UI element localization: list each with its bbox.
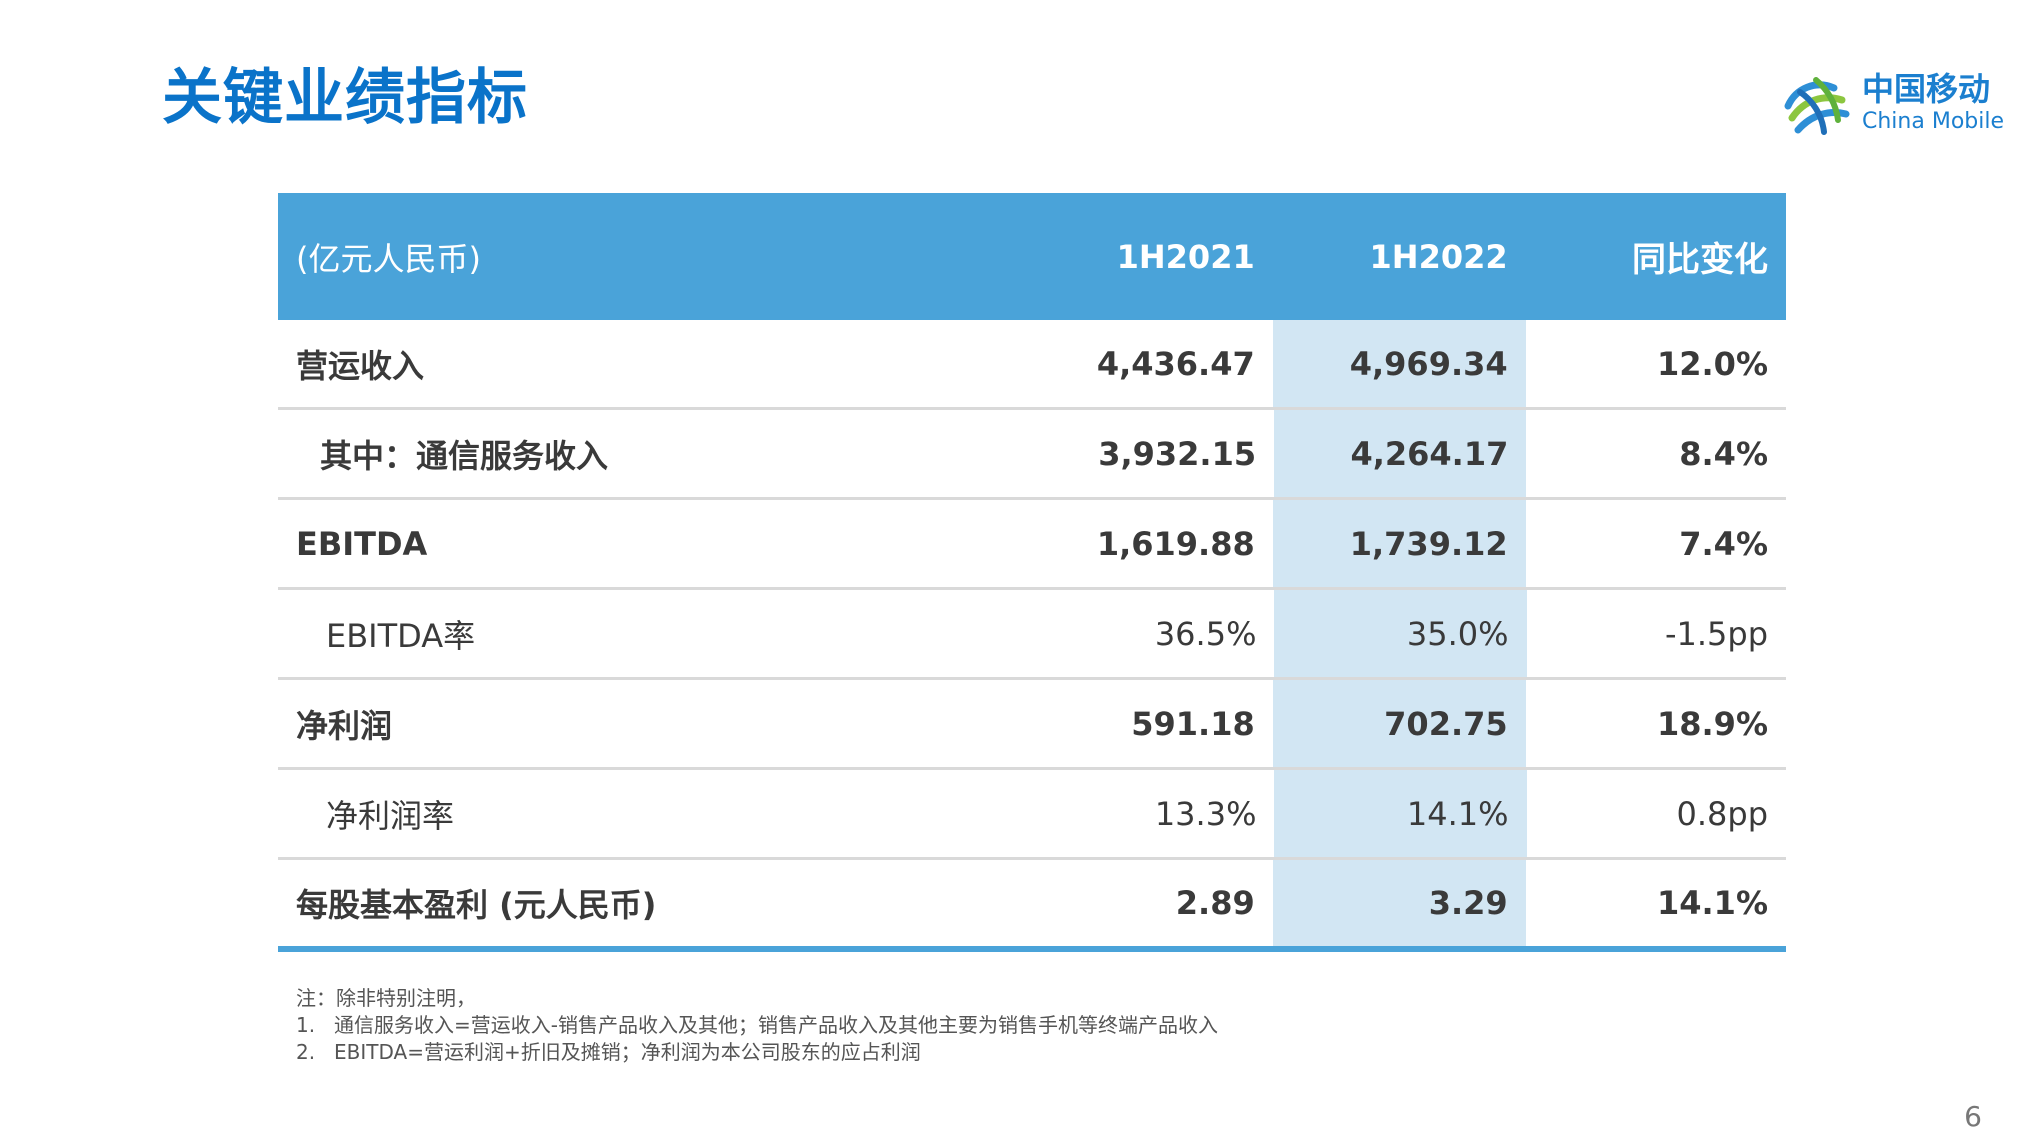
header-1h2022: 1H2022 [1369, 237, 1508, 276]
footnotes: 注：除非特别注明， 1. 通信服务收入=营运收入-销售产品收入及其他；销售产品收… [296, 985, 1218, 1066]
cell-yoy: 7.4% [1679, 524, 1768, 563]
cell-1h2022: 1,739.12 [1272, 500, 1526, 587]
cell-1h2021: 1,619.88 [1096, 524, 1255, 563]
table-row-operating-revenue: 营运收入 4,436.47 4,969.34 12.0% [278, 320, 1786, 410]
cell-yoy: 18.9% [1656, 704, 1768, 743]
cell-yoy: 8.4% [1679, 434, 1768, 473]
cell-yoy: -1.5pp [1664, 614, 1768, 653]
table-row-basic-eps: 每股基本盈利 (元人民币) 2.89 3.29 14.1% [278, 860, 1786, 952]
logo-text-cn: 中国移动 [1862, 70, 1991, 108]
table-row-net-profit: 净利润 591.18 702.75 18.9% [278, 680, 1786, 770]
table-row-net-profit-margin: 净利润率 13.3% 14.1% 0.8pp [278, 770, 1786, 860]
row-label: 每股基本盈利 (元人民币) [296, 886, 657, 924]
row-label: 净利润 [296, 706, 393, 745]
header-unit-label: (亿元人民币) [296, 239, 481, 278]
row-label: EBITDA [296, 524, 428, 563]
table-header-row: (亿元人民币) 1H2021 1H2022 同比变化 [278, 193, 1786, 320]
page-title: 关键业绩指标 [162, 63, 528, 133]
row-label: 营运收入 [296, 346, 425, 385]
row-label: 其中：通信服务收入 [320, 436, 609, 475]
table-row-telecom-service-revenue: 其中：通信服务收入 3,932.15 4,264.17 8.4% [278, 410, 1786, 500]
footnote-item: 1. 通信服务收入=营运收入-销售产品收入及其他；销售产品收入及其他主要为销售手… [296, 1012, 1218, 1039]
cell-1h2021: 2.89 [1175, 884, 1255, 922]
kpi-table: (亿元人民币) 1H2021 1H2022 同比变化 营运收入 4,436.47… [278, 193, 1786, 952]
cell-1h2021: 36.5% [1154, 614, 1257, 653]
cell-1h2022: 3.29 [1272, 860, 1526, 946]
china-mobile-logo-icon [1784, 77, 1850, 135]
cell-yoy: 14.1% [1656, 884, 1768, 922]
footnote-number: 2. [296, 1040, 316, 1064]
cell-1h2021: 3,932.15 [1098, 434, 1257, 473]
cell-yoy: 12.0% [1656, 344, 1768, 383]
table-row-ebitda-margin: EBITDA率 36.5% 35.0% -1.5pp [278, 590, 1786, 680]
footnote-text: EBITDA=营运利润+折旧及摊销；净利润为本公司股东的应占利润 [334, 1040, 921, 1064]
header-1h2021: 1H2021 [1116, 237, 1255, 276]
cell-1h2021: 4,436.47 [1096, 344, 1255, 383]
table-row-ebitda: EBITDA 1,619.88 1,739.12 7.4% [278, 500, 1786, 590]
row-label: EBITDA率 [326, 616, 476, 655]
footnote-text: 通信服务收入=营运收入-销售产品收入及其他；销售产品收入及其他主要为销售手机等终… [334, 1013, 1218, 1037]
china-mobile-logo: 中国移动 China Mobile [1782, 66, 2012, 144]
cell-1h2022: 702.75 [1272, 680, 1526, 767]
cell-1h2022: 4,969.34 [1272, 320, 1526, 407]
cell-1h2022: 35.0% [1274, 590, 1527, 677]
cell-1h2021: 591.18 [1131, 704, 1255, 743]
footnote-intro: 注：除非特别注明， [296, 986, 476, 1010]
cell-1h2022: 14.1% [1274, 770, 1527, 857]
footnote-item: 2. EBITDA=营运利润+折旧及摊销；净利润为本公司股东的应占利润 [296, 1039, 1218, 1066]
logo-text-en: China Mobile [1862, 109, 2005, 134]
header-yoy-change: 同比变化 [1632, 240, 1768, 280]
footnote-number: 1. [296, 1013, 316, 1037]
cell-1h2022: 4,264.17 [1274, 410, 1527, 497]
row-label: 净利润率 [326, 796, 455, 835]
page-number: 6 [1964, 1100, 1982, 1133]
cell-1h2021: 13.3% [1154, 794, 1257, 833]
cell-yoy: 0.8pp [1676, 794, 1768, 833]
